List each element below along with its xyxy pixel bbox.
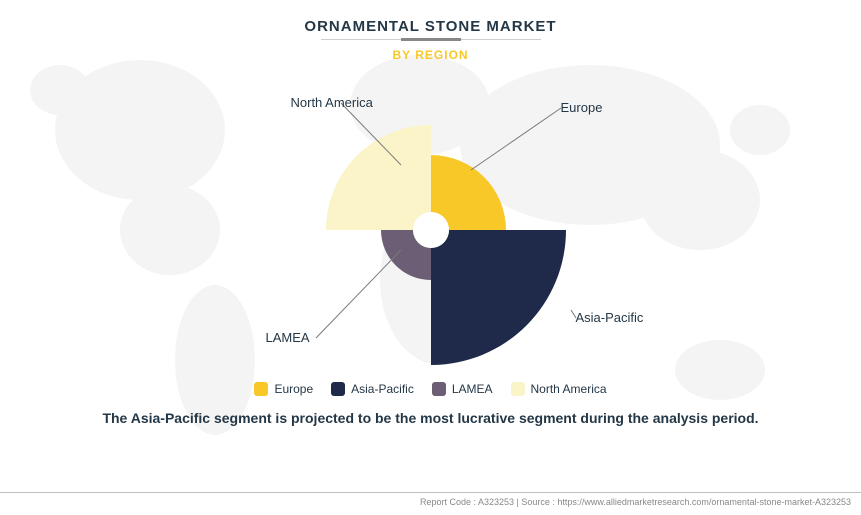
legend-item-north-america: North America	[511, 382, 607, 396]
callout-label-europe: Europe	[561, 100, 603, 115]
legend-swatch	[511, 382, 525, 396]
legend-label: Asia-Pacific	[351, 382, 414, 396]
legend-item-europe: Europe	[254, 382, 313, 396]
legend-label: LAMEA	[452, 382, 493, 396]
callout-label-north-america: North America	[291, 95, 373, 110]
legend-item-asia-pacific: Asia-Pacific	[331, 382, 414, 396]
center-hole	[413, 212, 449, 248]
legend-swatch	[331, 382, 345, 396]
callout-line	[471, 108, 561, 170]
chart-subtitle: BY REGION	[392, 48, 468, 62]
segment-asia-pacific	[431, 230, 566, 365]
segment-north-america	[326, 125, 431, 230]
legend-swatch	[432, 382, 446, 396]
callout-line	[316, 250, 401, 338]
footer-source: Report Code : A323253 | Source : https:/…	[0, 492, 861, 507]
chart-title: ORNAMENTAL STONE MARKET	[304, 18, 556, 35]
chart-svg	[171, 70, 691, 380]
legend-item-lamea: LAMEA	[432, 382, 493, 396]
callout-label-asia-pacific: Asia-Pacific	[576, 310, 644, 325]
caption-text: The Asia-Pacific segment is projected to…	[102, 410, 758, 426]
polar-chart: North America Europe Asia-Pacific LAMEA	[171, 70, 691, 380]
callout-label-lamea: LAMEA	[266, 330, 310, 345]
title-underline	[321, 39, 541, 40]
legend-label: North America	[531, 382, 607, 396]
legend: Europe Asia-Pacific LAMEA North America	[254, 382, 606, 396]
legend-swatch	[254, 382, 268, 396]
legend-label: Europe	[274, 382, 313, 396]
content-area: ORNAMENTAL STONE MARKET BY REGION North …	[0, 0, 861, 515]
